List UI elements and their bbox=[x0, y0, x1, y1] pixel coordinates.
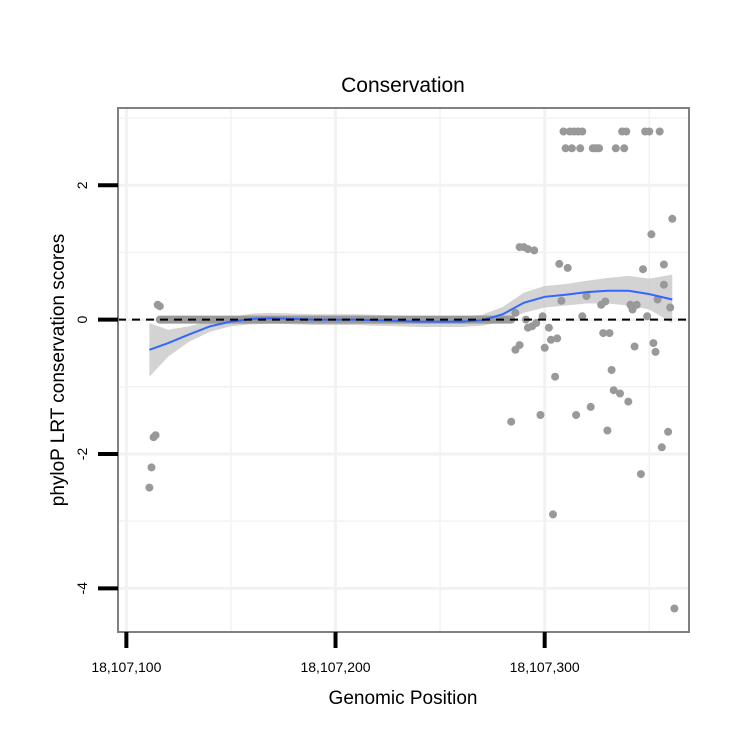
data-point bbox=[559, 127, 568, 136]
data-point bbox=[578, 127, 587, 136]
confidence-band bbox=[149, 274, 673, 377]
data-point bbox=[586, 402, 595, 411]
data-point bbox=[576, 144, 585, 153]
data-point bbox=[530, 246, 539, 255]
data-point bbox=[659, 280, 668, 289]
confidence-band-layer bbox=[149, 274, 673, 377]
data-point bbox=[657, 443, 666, 452]
y-axis-title: phyloP LRT conservation scores bbox=[48, 234, 69, 507]
data-point bbox=[664, 427, 673, 436]
data-point bbox=[563, 263, 572, 272]
x-axis-title: Genomic Position bbox=[329, 688, 478, 709]
data-point bbox=[643, 312, 652, 321]
data-point bbox=[547, 335, 555, 344]
data-point bbox=[630, 342, 639, 351]
y-tick-label: 2 bbox=[74, 181, 90, 189]
data-point bbox=[647, 230, 656, 239]
data-point bbox=[655, 127, 664, 136]
data-point bbox=[607, 366, 616, 374]
data-point bbox=[599, 329, 608, 338]
data-point bbox=[624, 397, 633, 406]
data-point bbox=[578, 312, 587, 321]
scatter-points bbox=[145, 127, 679, 613]
data-point bbox=[622, 127, 631, 136]
data-point bbox=[523, 245, 532, 254]
data-point bbox=[616, 389, 624, 398]
data-point bbox=[595, 144, 604, 153]
data-point bbox=[147, 463, 156, 472]
data-point bbox=[549, 510, 557, 519]
y-axis: 2 0 -2 -4 bbox=[74, 181, 118, 595]
data-point bbox=[145, 483, 154, 492]
data-point bbox=[632, 300, 641, 309]
data-point bbox=[582, 292, 591, 301]
data-point bbox=[553, 334, 562, 343]
data-point bbox=[567, 144, 576, 153]
data-point bbox=[636, 470, 645, 479]
data-point bbox=[605, 329, 614, 338]
data-point bbox=[536, 411, 545, 419]
data-point bbox=[561, 144, 570, 153]
data-point bbox=[603, 426, 612, 435]
y-tick-label: 0 bbox=[74, 315, 90, 323]
data-point bbox=[649, 339, 658, 348]
panel-border bbox=[117, 107, 690, 633]
data-point bbox=[151, 431, 160, 440]
data-point bbox=[538, 312, 547, 321]
x-tick-label: 18,107,300 bbox=[510, 659, 580, 675]
data-point bbox=[557, 296, 566, 305]
data-point bbox=[659, 260, 668, 269]
x-axis: 18,107,100 18,107,200 18,107,300 bbox=[91, 632, 580, 675]
data-point bbox=[620, 144, 629, 153]
smooth-line bbox=[149, 289, 673, 351]
data-point bbox=[670, 604, 679, 613]
data-point bbox=[666, 303, 675, 312]
data-point bbox=[555, 259, 564, 268]
data-point bbox=[544, 323, 553, 332]
data-point bbox=[551, 372, 560, 381]
y-tick-label: -4 bbox=[74, 582, 90, 595]
x-tick-label: 18,107,100 bbox=[91, 659, 161, 675]
data-point bbox=[601, 297, 610, 306]
data-point bbox=[507, 417, 516, 426]
data-point bbox=[540, 343, 549, 352]
data-point bbox=[609, 386, 618, 395]
data-point bbox=[572, 411, 581, 419]
data-point bbox=[639, 265, 647, 274]
y-tick-label: -2 bbox=[74, 448, 90, 461]
data-point bbox=[651, 347, 660, 356]
data-point bbox=[515, 341, 524, 350]
data-point bbox=[532, 319, 541, 327]
data-point bbox=[668, 214, 677, 223]
data-point bbox=[511, 308, 520, 317]
x-tick-label: 18,107,200 bbox=[300, 659, 370, 675]
data-point bbox=[611, 144, 620, 153]
data-point bbox=[155, 302, 164, 311]
data-point bbox=[645, 127, 654, 136]
chart-title: Conservation bbox=[341, 74, 465, 97]
smooth-line-layer bbox=[149, 289, 673, 351]
